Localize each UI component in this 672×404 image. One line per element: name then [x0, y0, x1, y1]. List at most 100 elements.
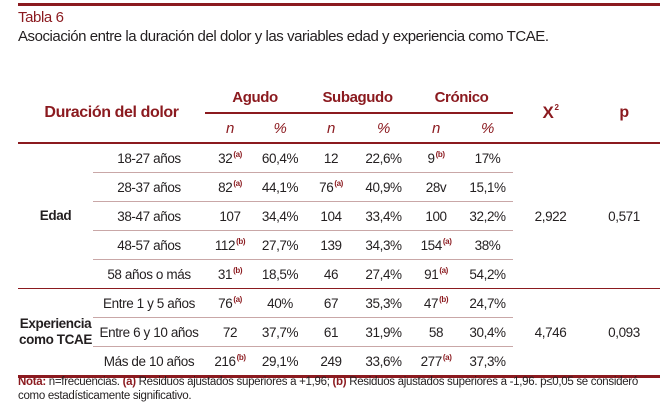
cell-value: 44,1%	[261, 179, 299, 195]
cell-value: 154	[420, 238, 443, 253]
section-label: Edad	[18, 143, 93, 289]
header-row-label: Duración del dolor	[18, 83, 205, 144]
cell-value: 82	[218, 180, 233, 195]
row-label: 48-57 años	[93, 230, 205, 260]
residual-marker: (b)	[236, 353, 246, 362]
cell-value: 37,3%	[469, 353, 506, 369]
count-cell: 76(a)	[305, 172, 358, 202]
sub-header-n: n	[305, 113, 358, 144]
count-cell: 32(a)	[205, 143, 255, 173]
note-label: Nota:	[18, 376, 46, 388]
table-row: 48-57 años 112(b) 27,7% 139 34,3% 154(a) 38%	[18, 230, 660, 260]
count-cell: 154(a)	[410, 230, 463, 260]
count-cell: 67	[305, 288, 358, 318]
percent-cell: 54,2%	[462, 259, 514, 289]
percent-cell: 37,7%	[255, 317, 306, 347]
cell-value: 31	[217, 267, 233, 282]
cell-value: 40,9%	[365, 179, 402, 195]
residual-marker: (b)	[435, 150, 445, 159]
percent-cell: 38%	[462, 230, 514, 260]
cell-value: 58	[428, 324, 444, 340]
percent-cell: 40,9%	[357, 172, 411, 202]
count-cell: 31(b)	[205, 259, 255, 289]
cell-value: 32,2%	[469, 208, 506, 224]
percent-cell: 35,3%	[357, 288, 411, 318]
count-cell: 249	[305, 346, 358, 378]
table-note: Nota: n=frecuencias. (a) Residuos ajusta…	[18, 375, 660, 403]
count-cell: 91(a)	[410, 259, 463, 289]
chi-superscript: 2	[554, 102, 559, 112]
percent-cell: 37,3%	[462, 346, 514, 378]
count-cell: 46	[305, 259, 358, 289]
note-text: Residuos ajustados superiores a +1,96;	[135, 376, 333, 388]
count-cell: 82(a)	[205, 172, 255, 202]
row-label: Entre 6 y 10 años	[93, 317, 205, 347]
row-label: Más de 10 años	[93, 346, 205, 378]
cell-value: 28v	[425, 179, 447, 195]
percent-cell: 18,5%	[255, 259, 306, 289]
residual-marker: (b)	[233, 266, 243, 275]
count-cell: 9(b)	[410, 143, 463, 173]
cell-value: 216	[214, 354, 236, 369]
count-cell: 100	[410, 201, 463, 231]
note-b: (b)	[332, 376, 347, 388]
cell-value: 40%	[267, 295, 293, 311]
count-cell: 72	[205, 317, 255, 347]
cell-value: 29,1%	[261, 353, 299, 369]
percent-cell: 24,7%	[462, 288, 514, 318]
row-label: 28-37 años	[93, 172, 205, 202]
count-cell: 277(a)	[410, 346, 463, 378]
cell-value: 72	[222, 324, 238, 340]
row-label: 18-27 años	[93, 143, 205, 173]
cell-value: 60,4%	[261, 150, 299, 166]
p-value: 0,571	[588, 143, 661, 289]
percent-cell: 33,4%	[357, 201, 411, 231]
table-row: Experiencia como TCAE Entre 1 y 5 años 76(…	[18, 288, 661, 378]
chi-square-value: 2,922	[513, 143, 589, 289]
header-p: p	[588, 83, 661, 144]
table-row: 28-37 años 82(a) 44,1% 76(a) 40,9% 28v 15,1%	[18, 172, 660, 202]
cell-value: 76	[218, 296, 233, 311]
note-a: (a)	[122, 376, 136, 388]
percent-cell: 30,4%	[462, 317, 514, 347]
residual-marker: (a)	[233, 295, 242, 304]
count-cell: 216(b)	[205, 346, 255, 378]
note-text: n=frecuencias.	[45, 376, 123, 388]
data-table: Duración del dolor Agudo Subagudo Crónic…	[18, 83, 661, 378]
percent-cell: 60,4%	[255, 143, 306, 173]
percent-cell: 29,1%	[255, 346, 306, 378]
count-cell: 58	[410, 317, 463, 347]
count-cell: 76(a)	[205, 288, 255, 318]
count-cell: 112(b)	[205, 230, 255, 260]
percent-cell: 33,6%	[357, 346, 411, 378]
table-row: Entre 6 y 10 años 72 37,7% 61 31,9% 58 30,4%	[18, 317, 660, 347]
count-cell: 61	[305, 317, 358, 347]
residual-marker: (a)	[233, 179, 242, 188]
cell-value: 139	[320, 237, 342, 253]
cell-value: 34,4%	[261, 208, 299, 224]
note-text: Residuos ajustados superiores a -1,96. p…	[18, 376, 638, 402]
cell-value: 249	[320, 353, 342, 369]
cell-value: 15,1%	[469, 179, 506, 195]
cell-value: 38%	[474, 237, 501, 253]
sub-header-pct: %	[462, 113, 514, 144]
cell-value: 91	[424, 267, 439, 282]
table-caption: Asociación entre la duración del dolor y…	[18, 28, 549, 45]
cell-value: 76	[319, 180, 334, 195]
count-cell: 139	[305, 230, 358, 260]
cell-value: 24,7%	[469, 295, 506, 311]
count-cell: 12	[305, 143, 358, 173]
table-label: Tabla 6	[18, 9, 64, 26]
cell-value: 33,4%	[365, 208, 402, 224]
percent-cell: 34,3%	[357, 230, 411, 260]
sub-header-pct: %	[357, 113, 411, 144]
row-label: Entre 1 y 5 años	[93, 288, 205, 318]
percent-cell: 40%	[255, 288, 306, 318]
residual-marker: (a)	[442, 237, 452, 246]
header-chi-square: X2	[513, 83, 589, 144]
percent-cell: 15,1%	[462, 172, 514, 202]
p-value: 0,093	[588, 288, 661, 378]
table-row: 58 años o más 31(b) 18,5% 46 27,4% 91(a) 54,2%	[18, 259, 660, 289]
residual-marker: (a)	[442, 353, 452, 362]
count-cell: 28v	[410, 172, 463, 202]
